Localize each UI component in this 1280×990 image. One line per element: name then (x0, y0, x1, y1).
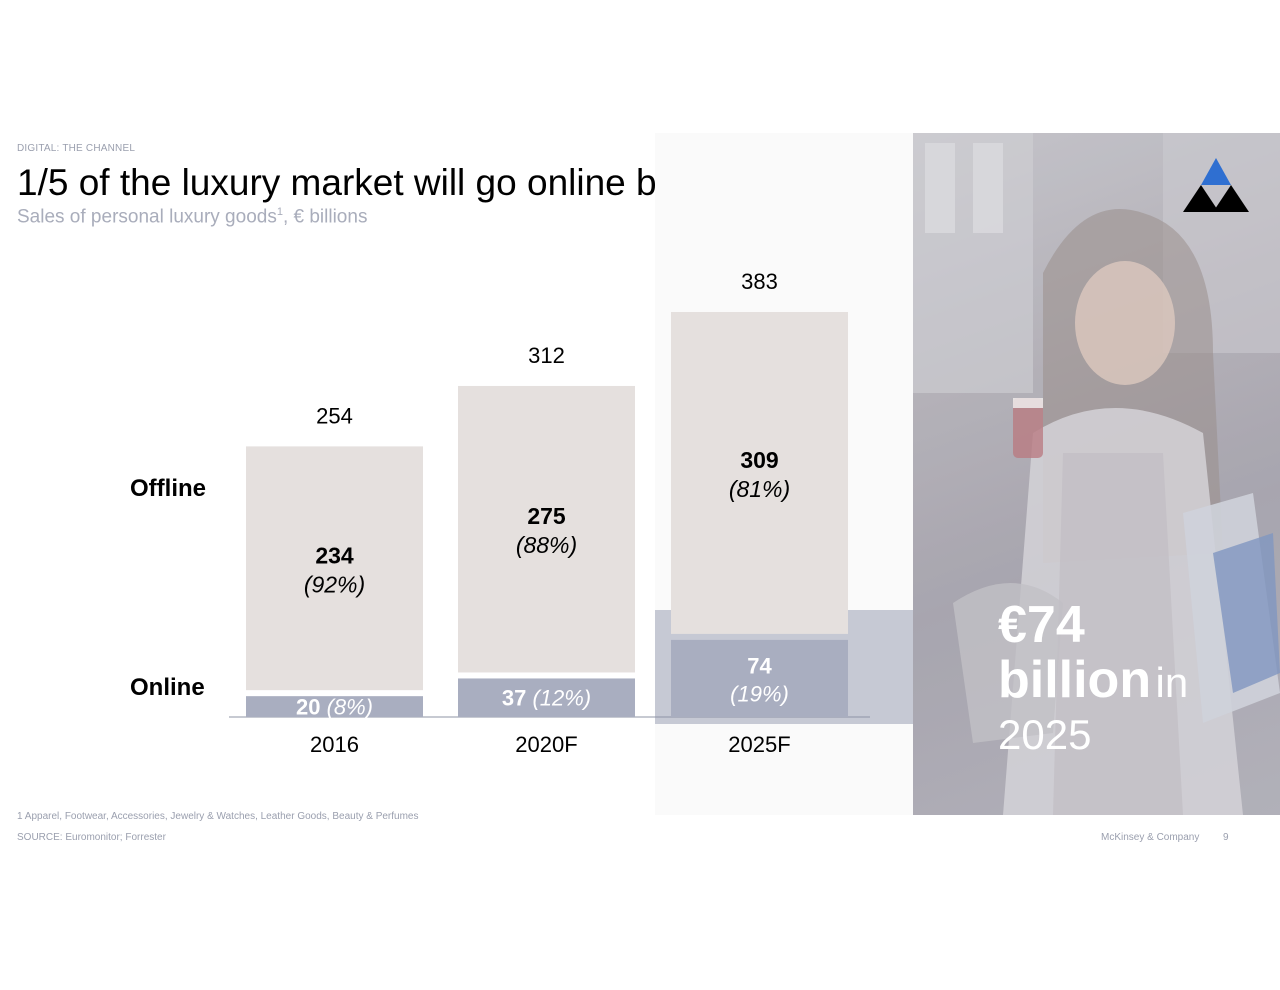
online-label-2016: 20 (8%) (296, 695, 373, 720)
callout-year: 2025 (998, 711, 1092, 759)
offline-row-label: Offline (130, 475, 206, 502)
x-tick-label-2025F: 2025F (728, 732, 790, 757)
bar-offline-2016 (246, 446, 423, 691)
online-value-2016: 20 (296, 695, 327, 720)
callout-billion: billion (998, 650, 1152, 709)
callout-in: in (1155, 658, 1189, 706)
online-value-2025F: 74 (747, 653, 772, 678)
shopper-illustration (913, 133, 1280, 815)
logo-left-triangle (1183, 185, 1219, 212)
bar-online-2016 (246, 696, 423, 717)
total-label-2020F: 312 (528, 343, 565, 368)
subtitle-text: Sales of personal luxury goods (17, 206, 277, 228)
online-share-2025F: (19%) (730, 681, 789, 706)
section-tracker: DIGITAL: THE CHANNEL (17, 143, 136, 154)
online-row-label: Online (130, 674, 205, 701)
logo-top-triangle (1201, 158, 1231, 185)
offline-share-2025F: (81%) (729, 476, 790, 502)
online-share-2016: (8%) (327, 695, 373, 720)
offline-share-2016: (92%) (304, 571, 365, 597)
hero-photo (913, 133, 1280, 815)
x-tick-label-2020F: 2020F (515, 732, 577, 757)
offline-value-2016: 234 (315, 542, 354, 568)
callout-amount: €74 (998, 596, 1085, 654)
logo-right-triangle (1213, 185, 1249, 212)
bar-online-2020F (458, 678, 635, 717)
subtitle-unit: , € billions (282, 206, 368, 228)
offline-value-2020F: 275 (527, 503, 566, 529)
total-label-2025F: 383 (741, 269, 778, 294)
page-title: 1/5 of the luxury market will go online … (17, 162, 768, 203)
offline-value-2025F: 309 (740, 447, 778, 473)
page-number: 9 (1223, 832, 1229, 843)
online-value-2020F: 37 (502, 686, 533, 711)
bar-offline-2025F (671, 312, 848, 634)
online-share-2020F: (12%) (532, 686, 591, 711)
bar-offline-2020F (458, 385, 635, 673)
bar-online-2025F (671, 639, 848, 717)
offline-share-2020F: (88%) (516, 532, 577, 558)
online-callout: €74 billion in 2025 (998, 598, 1268, 757)
source-note: SOURCE: Euromonitor; Forrester (17, 832, 166, 843)
online-label-2020F: 37 (12%) (502, 686, 591, 711)
chart-subtitle: Sales of personal luxury goods1, € billi… (17, 206, 367, 228)
brand-logo-icon (1183, 158, 1249, 212)
total-label-2016: 254 (316, 403, 353, 428)
x-tick-label-2016: 2016 (310, 732, 359, 757)
footnote: 1 Apparel, Footwear, Accessories, Jewelr… (17, 811, 419, 822)
footnote-marker: 1 (276, 206, 283, 218)
brand-footer: McKinsey & Company (1101, 832, 1200, 843)
